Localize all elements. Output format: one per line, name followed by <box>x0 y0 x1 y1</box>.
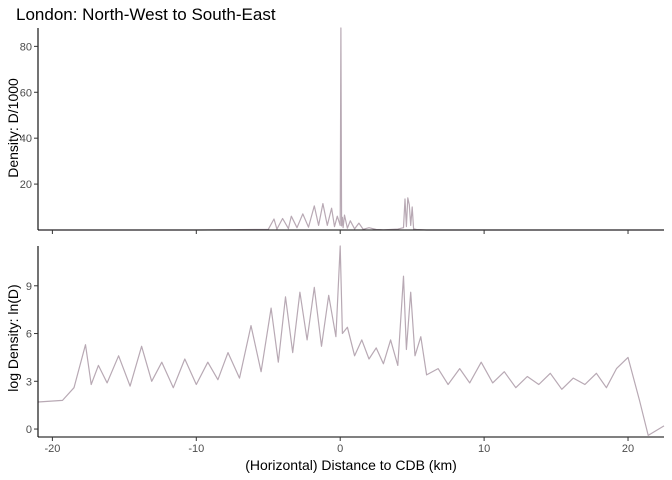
top-panel-series-line-0 <box>38 27 664 231</box>
bottom-panel-y-tick-label: 3 <box>26 376 32 388</box>
chart-title: London: North-West to South-East <box>16 5 276 24</box>
top-panel-y-tick-label: 40 <box>20 133 32 145</box>
top-panel: 20 40 60 80 <box>20 27 664 234</box>
top-panel-y-tick-label: 60 <box>20 87 32 99</box>
top-panel-y-tick-label: 80 <box>20 41 32 53</box>
x-tick-label: 20 <box>622 443 634 455</box>
x-tick-label: -10 <box>188 443 204 455</box>
top-panel-y-tick-label: 20 <box>20 179 32 191</box>
bottom-panel-y-tick-label: 6 <box>26 329 32 341</box>
bottom-panel-y-tick-label: 9 <box>26 281 32 293</box>
bottom-panel-series-line-0 <box>37 245 665 436</box>
x-tick-label: 10 <box>478 443 490 455</box>
x-tick-label: -20 <box>44 443 60 455</box>
top-panel-y-axis-label: Density: D/1000 <box>5 78 21 178</box>
bottom-panel-y-axis-label: log Density: ln(D) <box>5 284 21 391</box>
x-tick-label: 0 <box>337 443 343 455</box>
bottom-panel-y-tick-label: 0 <box>26 424 32 436</box>
x-axis-label: (Horizontal) Distance to CDB (km) <box>245 457 457 473</box>
bottom-panel: 0 3 6 9 -20 -10 0 10 20 <box>26 245 665 455</box>
